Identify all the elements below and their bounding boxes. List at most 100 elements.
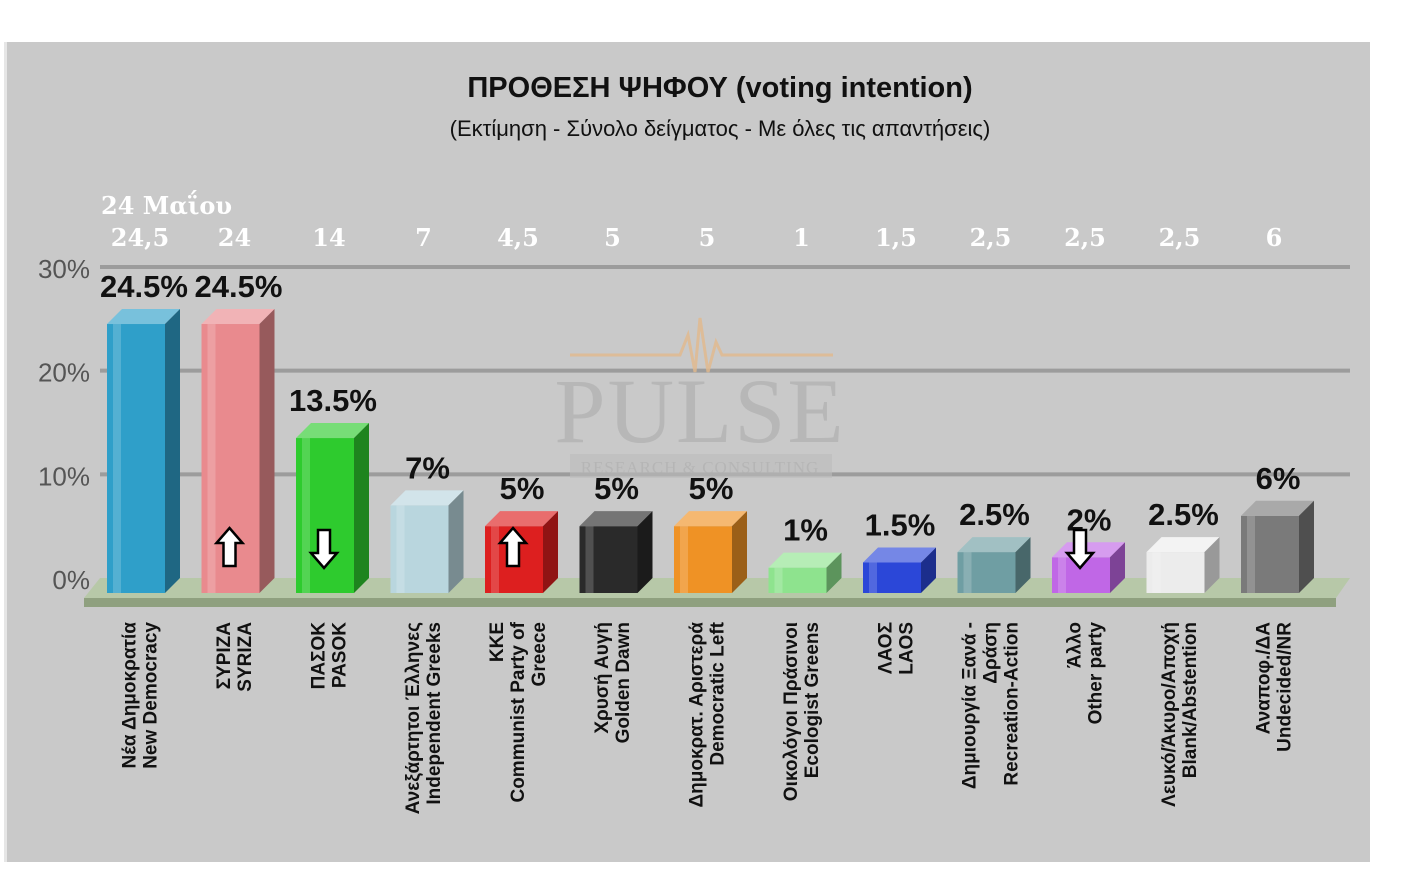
y-tick-label: 10% bbox=[38, 461, 90, 491]
bar-value-label: 5% bbox=[500, 471, 545, 506]
previous-value-label: 5 bbox=[604, 223, 621, 252]
previous-value-label: 14 bbox=[312, 223, 345, 252]
bar-side bbox=[1015, 537, 1031, 593]
y-tick-label: 20% bbox=[38, 358, 90, 388]
category-label-line: Λευκό/Άκυρο/Αποχή bbox=[1159, 622, 1180, 807]
bar-value-label: 6% bbox=[1256, 461, 1301, 496]
bar-top bbox=[1241, 500, 1314, 516]
category-label: ΠΑΣΟΚPASOK bbox=[309, 622, 351, 690]
previous-value-label: 5 bbox=[699, 223, 716, 252]
bar-value-label: 5% bbox=[689, 471, 734, 506]
category-label-line: PASOK bbox=[330, 622, 351, 688]
bar-value-label: 2.5% bbox=[959, 497, 1030, 532]
category-label: ΚΚΕCommunist Party ofGreece bbox=[487, 621, 550, 802]
bar-front bbox=[863, 562, 921, 593]
category-label-line: Χρυσή Αυγή bbox=[592, 622, 613, 734]
category-label: Νέα ΔημοκρατίαNew Democracy bbox=[120, 622, 162, 769]
watermark-logo-text: PULSE bbox=[554, 360, 845, 462]
bar-value-label: 24.5% bbox=[100, 269, 188, 304]
bar-highlight bbox=[396, 505, 405, 593]
bar-front bbox=[674, 526, 732, 593]
bar-top bbox=[579, 511, 653, 527]
bar-highlight bbox=[869, 562, 877, 593]
bar-top bbox=[1146, 537, 1220, 553]
category-label-line: Νέα Δημοκρατία bbox=[120, 622, 141, 769]
category-label-line: ΛΑΟΣ bbox=[876, 622, 897, 674]
bar-side bbox=[165, 309, 180, 593]
bar-value-label: 1% bbox=[783, 513, 828, 548]
category-label-line: Αναποφ./ΔΑ bbox=[1254, 622, 1275, 735]
previous-value-label: 4,5 bbox=[497, 223, 539, 252]
bar bbox=[201, 309, 275, 593]
bar-highlight bbox=[680, 526, 688, 593]
bar-highlight bbox=[1058, 557, 1066, 593]
bar-side bbox=[543, 511, 558, 593]
category-label-line: Recreation-Action bbox=[1002, 622, 1023, 786]
previous-value-label: 24 bbox=[218, 223, 251, 252]
bar-top bbox=[296, 423, 369, 439]
category-label-line: Blank/Abstention bbox=[1180, 622, 1201, 778]
category-label-line: Democratic Left bbox=[708, 621, 729, 765]
category-label: ΛΑΟΣLAOS bbox=[876, 622, 918, 675]
category-label-line: Golden Dawn bbox=[613, 622, 634, 743]
bar-value-label: 13.5% bbox=[289, 383, 377, 418]
previous-value-label: 2,5 bbox=[1159, 223, 1201, 252]
category-label-line: Οικολόγοι Πράσινοι bbox=[781, 622, 802, 801]
category-label-line: LAOS bbox=[897, 622, 918, 675]
bar-top bbox=[107, 309, 180, 325]
bar-top bbox=[768, 552, 842, 568]
category-label: Αναποφ./ΔΑUndecided/NR bbox=[1254, 622, 1296, 752]
category-label-line: Δημιουργία Ξανά - bbox=[960, 622, 981, 789]
previous-value-label: 7 bbox=[415, 223, 432, 252]
bar-highlight bbox=[207, 324, 216, 593]
category-label-line: Greece bbox=[529, 622, 550, 686]
previous-value-label: 2,5 bbox=[1064, 223, 1106, 252]
bar-side bbox=[1110, 542, 1125, 593]
bar bbox=[1146, 537, 1220, 593]
category-label-line: Ecologist Greens bbox=[802, 622, 823, 778]
arrow-up-icon bbox=[497, 526, 529, 568]
bar-value-label: 5% bbox=[594, 471, 639, 506]
bar bbox=[768, 552, 842, 593]
bar bbox=[863, 547, 936, 593]
chart-title: ΠΡΟΘΕΣΗ ΨΗΦΟΥ (voting intention) bbox=[467, 72, 972, 104]
category-label: ΆλλοOther party bbox=[1065, 622, 1107, 725]
arrow-down-icon bbox=[1064, 528, 1096, 570]
bar-top bbox=[957, 537, 1031, 553]
bar-highlight bbox=[1247, 515, 1255, 593]
bar-side bbox=[826, 552, 842, 593]
y-tick-label: 0% bbox=[52, 565, 90, 595]
previous-value-label: 1 bbox=[793, 223, 810, 252]
category-label-line: SYRIZA bbox=[235, 622, 256, 692]
previous-value-label: 6 bbox=[1266, 223, 1283, 252]
arrow-down-icon bbox=[308, 528, 340, 570]
floor-front bbox=[84, 598, 1336, 607]
bar-side bbox=[732, 511, 747, 593]
category-label-line: Δημοκρατ. Αριστερά bbox=[687, 622, 708, 808]
previous-poll-header: 24 Μαΐου bbox=[101, 189, 232, 220]
bar-highlight bbox=[302, 438, 310, 593]
bar-value-label: 24.5% bbox=[195, 269, 283, 304]
bar bbox=[674, 511, 747, 593]
bar-side bbox=[354, 423, 369, 593]
bar-side bbox=[1204, 537, 1220, 593]
bar-side bbox=[921, 547, 936, 593]
bars bbox=[107, 309, 1314, 593]
category-label-line: New Democracy bbox=[141, 622, 162, 769]
bar-front bbox=[768, 567, 827, 593]
category-label-line: ΚΚΕ bbox=[487, 622, 508, 662]
category-label-line: Independent Greeks bbox=[424, 622, 445, 805]
category-label-line: Δράση bbox=[981, 622, 1002, 684]
bar bbox=[296, 423, 369, 593]
bar-side bbox=[259, 309, 275, 593]
previous-value-label: 1,5 bbox=[875, 223, 917, 252]
category-label-line: Other party bbox=[1086, 622, 1107, 725]
bar-value-label: 7% bbox=[405, 450, 450, 485]
bar-highlight bbox=[1152, 552, 1161, 593]
bar-front bbox=[579, 526, 638, 593]
category-label-line: ΣΥΡΙΖΑ bbox=[214, 622, 235, 690]
bar bbox=[485, 511, 558, 593]
bar bbox=[390, 490, 464, 593]
bar-highlight bbox=[491, 526, 499, 593]
bar-top bbox=[674, 511, 747, 527]
